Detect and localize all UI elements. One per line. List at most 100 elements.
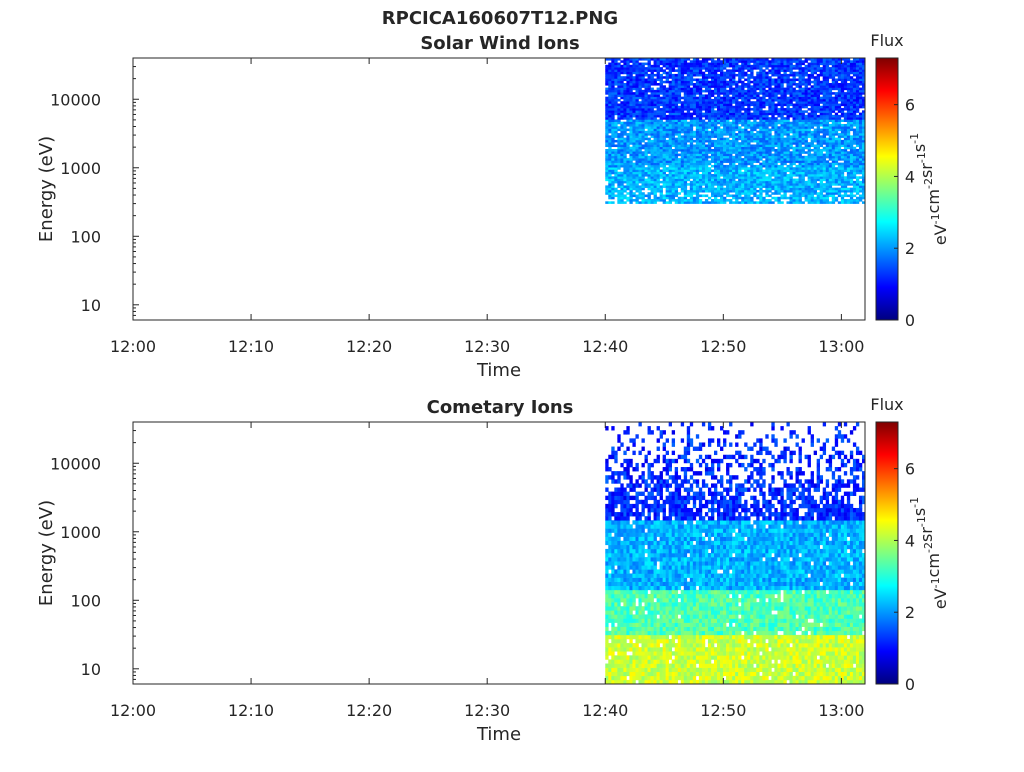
heatmap-cell xyxy=(759,73,763,77)
heatmap-cell xyxy=(677,58,682,61)
heatmap-cell xyxy=(783,130,787,134)
heatmap-cell xyxy=(668,119,672,122)
heatmap-cell xyxy=(735,180,739,184)
heatmap-cell xyxy=(629,80,633,84)
heatmap-cell xyxy=(852,180,857,184)
heatmap-cell xyxy=(641,174,645,177)
heatmap-cell xyxy=(695,135,700,138)
heatmap-cell xyxy=(617,119,621,122)
heatmap-cell xyxy=(768,144,772,148)
heatmap-cell xyxy=(713,85,718,88)
heatmap-cell xyxy=(756,85,760,88)
heatmap-cell xyxy=(855,160,860,163)
heatmap-cell xyxy=(786,139,790,143)
heatmap-cell xyxy=(777,103,781,107)
heatmap-cell xyxy=(858,144,863,148)
heatmap-cell xyxy=(641,85,645,88)
heatmap-cell xyxy=(852,89,857,93)
heatmap-cell xyxy=(674,87,679,91)
heatmap-cell xyxy=(695,126,700,129)
heatmap-cell xyxy=(756,160,760,163)
heatmap-cell xyxy=(756,110,760,113)
heatmap-cell xyxy=(771,114,775,118)
heatmap-cell xyxy=(710,158,715,161)
heatmap-cell xyxy=(795,64,799,68)
heatmap-cell xyxy=(653,142,657,145)
heatmap-cell xyxy=(825,83,830,86)
heatmap-cell xyxy=(656,83,660,86)
heatmap-cell xyxy=(656,78,660,82)
heatmap-cell xyxy=(783,160,787,163)
heatmap-cell xyxy=(738,153,742,157)
heatmap-cell xyxy=(704,180,709,184)
heatmap-cell xyxy=(641,101,645,104)
heatmap-cell xyxy=(632,114,636,118)
heatmap-cell xyxy=(822,178,827,182)
heatmap-cell xyxy=(801,162,805,166)
heatmap-cell xyxy=(683,69,688,72)
heatmap-cell xyxy=(701,158,706,161)
heatmap-cell xyxy=(653,58,657,61)
heatmap-cell xyxy=(846,137,851,141)
heatmap-cell xyxy=(759,58,763,61)
heatmap-cell xyxy=(701,169,706,173)
heatmap-cell xyxy=(840,103,845,107)
heatmap-cell xyxy=(837,201,842,204)
heatmap-cell xyxy=(695,142,700,145)
heatmap-cell xyxy=(831,69,836,72)
heatmap-cell xyxy=(744,135,748,138)
heatmap-cell xyxy=(846,189,851,193)
heatmap-cell xyxy=(831,92,836,95)
heatmap-cell xyxy=(698,126,703,129)
heatmap-cell xyxy=(735,139,739,143)
heatmap-cell xyxy=(789,121,793,125)
heatmap-cell xyxy=(717,139,721,143)
heatmap-cell xyxy=(843,146,848,150)
heatmap-cell xyxy=(692,108,697,111)
heatmap-cell xyxy=(698,189,703,193)
heatmap-cell xyxy=(695,196,700,200)
heatmap-cell xyxy=(822,201,827,204)
heatmap-cell xyxy=(656,76,660,79)
heatmap-cell xyxy=(795,60,799,63)
heatmap-cell xyxy=(671,164,676,168)
heatmap-cell xyxy=(768,69,772,72)
heatmap-cell xyxy=(792,114,796,118)
heatmap-cell xyxy=(704,117,709,120)
heatmap-cell xyxy=(710,62,715,66)
heatmap-cell xyxy=(674,85,679,88)
heatmap-cell xyxy=(858,71,863,75)
heatmap-cell xyxy=(683,60,688,63)
heatmap-cell xyxy=(795,180,799,184)
heatmap-cell xyxy=(713,164,718,168)
heatmap-cell xyxy=(605,174,609,177)
heatmap-cell xyxy=(710,117,715,120)
heatmap-cell xyxy=(617,78,621,82)
heatmap-cell xyxy=(698,144,703,148)
heatmap-cell xyxy=(837,119,842,122)
heatmap-cell xyxy=(686,108,691,111)
heatmap-cell xyxy=(732,67,736,70)
heatmap-cell xyxy=(798,126,802,129)
heatmap-cell xyxy=(798,71,802,75)
heatmap-cell xyxy=(723,96,727,100)
heatmap-cell xyxy=(732,196,736,200)
heatmap-cell xyxy=(665,76,669,79)
heatmap-cell xyxy=(762,85,766,88)
heatmap-cell xyxy=(656,137,660,141)
heatmap-cell xyxy=(813,162,817,166)
heatmap-cell xyxy=(623,62,627,66)
heatmap-cell xyxy=(653,155,657,159)
heatmap-cell xyxy=(738,128,742,132)
heatmap-cell xyxy=(753,180,757,184)
heatmap-cell xyxy=(786,78,790,82)
heatmap-cell xyxy=(656,71,660,75)
heatmap-cell xyxy=(608,169,612,173)
heatmap-cell xyxy=(852,64,857,68)
heatmap-cell xyxy=(623,144,627,148)
heatmap-cell xyxy=(750,96,754,100)
heatmap-cell xyxy=(701,180,706,184)
heatmap-cell xyxy=(653,114,657,118)
heatmap-cell xyxy=(810,155,814,159)
heatmap-cell xyxy=(759,146,763,150)
